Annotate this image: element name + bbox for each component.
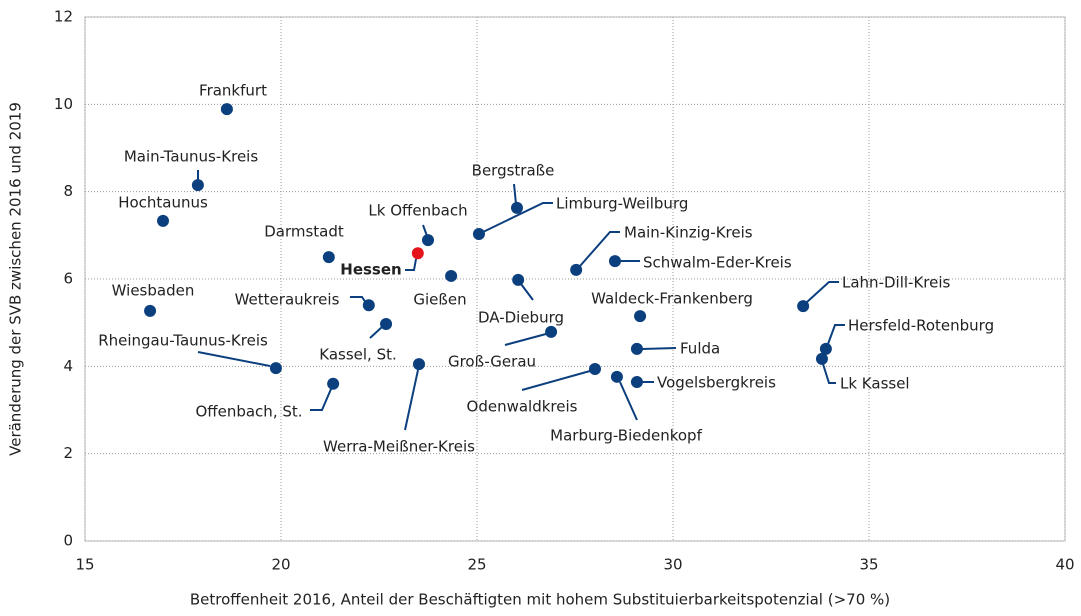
point-label: Hochtaunus (118, 194, 208, 212)
point (411, 247, 424, 260)
leader-line (482, 202, 553, 233)
leader-line (806, 281, 839, 303)
point (157, 214, 170, 227)
point-label: Hersfeld-Rotenburg (848, 317, 994, 335)
point (630, 376, 643, 389)
point (510, 201, 523, 214)
leader-line (513, 183, 517, 205)
point (327, 377, 340, 390)
x-axis-label: Betroffenheit 2016, Anteil der Beschäfti… (190, 591, 890, 609)
point (322, 251, 335, 264)
y-tick-label: 8 (63, 182, 73, 200)
point-label: Wiesbaden (112, 282, 195, 300)
point-label: Hessen (340, 261, 401, 279)
y-axis-label: Veränderung der SVB zwischen 2016 und 20… (7, 102, 25, 456)
point-label: Bergstraße (472, 162, 555, 180)
x-tick-label: 25 (467, 556, 486, 574)
leader-line (369, 326, 383, 339)
point (819, 342, 832, 355)
point-label: Schwalm-Eder-Kreis (643, 254, 792, 272)
leader-line (822, 363, 836, 384)
point (220, 103, 233, 116)
point (472, 228, 485, 241)
point-label: Main-Kinzig-Kreis (624, 224, 753, 242)
point-label: Lahn-Dill-Kreis (842, 274, 951, 292)
point (412, 358, 425, 371)
point (815, 352, 828, 365)
leader-line (579, 231, 620, 267)
point (362, 299, 375, 312)
point (269, 362, 282, 375)
point (630, 342, 643, 355)
point (588, 362, 601, 375)
leader-line (197, 351, 271, 367)
leader-line (350, 296, 367, 304)
x-tick-label: 30 (663, 556, 682, 574)
y-tick-label: 4 (63, 357, 73, 375)
point-label: Marburg-Biedenkopf (550, 427, 702, 445)
point-label: Vogelsbergkreis (657, 374, 776, 392)
point-label: Limburg-Weilburg (556, 195, 688, 213)
point (634, 310, 647, 323)
point-label: Wetteraukreis (235, 291, 340, 309)
leader-line (827, 324, 845, 345)
y-tick-label: 6 (63, 270, 73, 288)
leader-line (520, 283, 534, 301)
leader-line (504, 333, 547, 346)
point-label: Lk Offenbach (368, 202, 467, 220)
leader-line (641, 347, 677, 350)
point (445, 269, 458, 282)
point-label: Lk Kassel (840, 375, 910, 393)
point-label: Main-Taunus-Kreis (124, 148, 259, 166)
leader-line (521, 370, 591, 391)
point-label: Waldeck-Frankenberg (591, 290, 753, 308)
point-label: Odenwaldkreis (467, 398, 578, 416)
point (191, 179, 204, 192)
point (545, 325, 558, 338)
x-tick-label: 35 (859, 556, 878, 574)
point-label: Darmstadt (264, 223, 344, 241)
leader-line (310, 388, 332, 411)
leader-line (405, 258, 417, 271)
x-tick-label: 40 (1055, 556, 1074, 574)
y-tick-label: 2 (63, 444, 73, 462)
y-tick-label: 10 (54, 95, 73, 113)
point-label: DA-Dieburg (478, 309, 564, 327)
point (570, 263, 583, 276)
leader-line (619, 381, 638, 421)
leader-line (422, 224, 428, 237)
point-label: Gießen (413, 291, 466, 309)
point (797, 300, 810, 313)
point-label: Rheingau-Taunus-Kreis (98, 332, 268, 350)
point (610, 370, 623, 383)
point-label: Offenbach, St. (195, 403, 302, 421)
point (512, 273, 525, 286)
point-label: Groß-Gerau (448, 353, 536, 371)
point (422, 234, 434, 247)
y-tick-label: 12 (54, 8, 73, 26)
point-label: Werra-Meißner-Kreis (323, 438, 475, 456)
x-tick-label: 15 (75, 556, 94, 574)
point (380, 317, 393, 330)
y-tick-label: 0 (63, 532, 73, 550)
point-label: Kassel, St. (319, 346, 397, 364)
point-label: Fulda (680, 340, 720, 358)
point-label: Frankfurt (199, 82, 267, 100)
point (144, 304, 157, 317)
leader-line (404, 369, 419, 431)
x-tick-label: 20 (271, 556, 290, 574)
point (608, 255, 621, 268)
